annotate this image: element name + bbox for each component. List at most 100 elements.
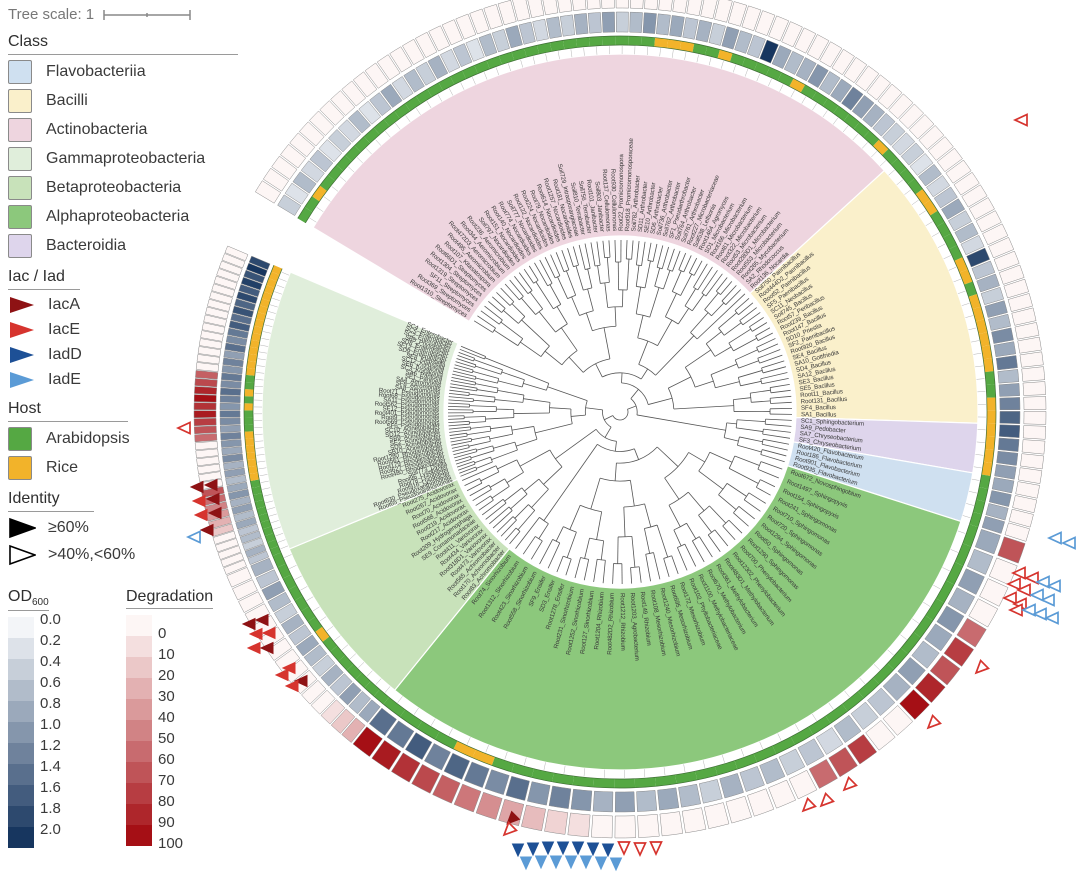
iacA-marker-filled xyxy=(241,617,256,631)
deg-bar-cell-20 xyxy=(126,657,152,678)
degradation-scale: Degradation 0 10 20 30 40 50 60 70 80 90 100 xyxy=(126,588,214,852)
class-wedges xyxy=(261,53,979,771)
legend-host-header: Host xyxy=(8,400,128,422)
class-swatch-Flavobacteriia xyxy=(8,60,32,84)
gene-markers xyxy=(175,113,1076,872)
legend-host-item-Arabidopsis: Arabidopsis xyxy=(8,427,238,451)
od600-title: OD600 xyxy=(8,588,49,612)
od-bar-cell-1.0 xyxy=(8,722,34,744)
iadE-marker-open xyxy=(185,530,201,544)
svg-text:SC1_Sphingobacterium: SC1_Sphingobacterium xyxy=(801,417,865,427)
degradation-ring xyxy=(193,0,1047,839)
legend-class-item-Actinobacteria: Actinobacteria xyxy=(8,118,238,142)
legend-panel: Tree scale: 1 Class Flavobacteriia Bacill… xyxy=(8,6,238,566)
deg-bar-tick-0: 0 xyxy=(158,625,167,642)
iadE-marker-open xyxy=(1043,611,1059,625)
iadD-marker-filled xyxy=(526,842,540,857)
deg-bar-ticks: 0 10 20 30 40 50 60 70 80 90 100 xyxy=(158,623,183,854)
class-swatch-Actinobacteria xyxy=(8,118,32,142)
iacE-marker-open xyxy=(175,421,191,435)
deg-bar-tick-90: 90 xyxy=(158,814,175,831)
svg-text:Root22_Promicromonospora: Root22_Promicromonospora xyxy=(618,154,625,231)
svg-text:SA8_Aeromonas: SA8_Aeromonas xyxy=(394,384,440,396)
gene-label-iacE: IacE xyxy=(48,321,81,338)
svg-text:Root137_Cellulomonas: Root137_Cellulomonas xyxy=(601,169,612,232)
svg-text:Root930_Cellulomonas: Root930_Cellulomonas xyxy=(609,169,618,232)
deg-bar-tick-30: 30 xyxy=(158,688,175,705)
od-bar-ticks: 0.0 0.2 0.4 0.6 0.8 1.0 1.2 1.4 1.6 1.8 2.0 xyxy=(40,609,61,840)
svg-text:Soil782_Arthrobacter: Soil782_Arthrobacter xyxy=(630,175,641,232)
svg-text:SF6_Pseudomonas: SF6_Pseudomonas xyxy=(386,420,439,430)
class-label-Gammaproteobacteria: Gammaproteobacteria xyxy=(46,150,206,167)
iadE-marker-filled xyxy=(564,855,578,870)
deg-bar-cell-60 xyxy=(126,741,152,762)
od-bar-cell-0.2 xyxy=(8,638,34,660)
legend-class-item-Flavobacteriia: Flavobacteriia xyxy=(8,60,238,84)
iacA-marker-filled xyxy=(293,674,308,688)
iacE-marker-open xyxy=(1007,603,1023,617)
iacE-marker-filled xyxy=(193,508,208,522)
legend-gene-item-iadD: IadD xyxy=(8,345,238,365)
iadE-marker-open xyxy=(1034,575,1050,589)
od-bar-cell-0.4 xyxy=(8,659,34,681)
class-label-Bacilli: Bacilli xyxy=(46,92,88,109)
iacA-marker-filled xyxy=(205,492,220,506)
od-bar-cell-1.2 xyxy=(8,743,34,765)
legend-class-item-Bacilli: Bacilli xyxy=(8,89,238,113)
host-ring xyxy=(243,35,997,789)
identity-label-0: ≥60% xyxy=(48,519,89,536)
iacA-marker-filled xyxy=(259,641,274,655)
gene-label-iadD: IadD xyxy=(48,346,82,363)
od-bar-cell-0.6 xyxy=(8,680,34,702)
class-label-Alphaproteobacteria: Alphaproteobacteria xyxy=(46,208,190,225)
legend-identity-item-0: ≥60% xyxy=(8,517,238,539)
svg-text:SE12_Pseudomonas: SE12_Pseudomonas xyxy=(382,405,439,413)
deg-bar-tick-50: 50 xyxy=(158,730,175,747)
iacE-marker-filled xyxy=(261,626,276,640)
iadE-marker-open xyxy=(1039,593,1055,607)
deg-bar-cell-30 xyxy=(126,678,152,699)
iacE-marker-open xyxy=(502,821,518,837)
od-bar-tick-0.0: 0.0 xyxy=(40,611,61,629)
legend-gene-item-iacA: IacA xyxy=(8,295,238,315)
dendrogram xyxy=(448,240,792,584)
deg-bar-cell-10 xyxy=(126,636,152,657)
iadE-marker-open xyxy=(1060,536,1076,550)
svg-text:Root401_Pseudomonas: Root401_Pseudomonas xyxy=(374,410,439,417)
iadE-marker-open xyxy=(1045,579,1061,593)
class-swatch-Bacilli xyxy=(8,89,32,113)
od-bar-tick-1.4: 1.4 xyxy=(40,758,61,776)
class-swatch-Bacteroidia xyxy=(8,234,32,258)
iadE-marker-filled xyxy=(534,855,548,870)
svg-text:Root9_Pseudomonas: Root9_Pseudomonas xyxy=(381,413,439,421)
deg-bar-cell-40 xyxy=(126,699,152,720)
od-bar-tick-2.0: 2.0 xyxy=(40,821,61,839)
svg-text:Root131_Bacillus: Root131_Bacillus xyxy=(801,396,848,406)
deg-bar-cell-100 xyxy=(126,825,152,846)
svg-text:SF4_Bacillus: SF4_Bacillus xyxy=(801,404,836,412)
iacA-marker-filled xyxy=(207,506,222,520)
legend-gene-item-iacE: IacE xyxy=(8,320,238,340)
svg-text:Root562_Pseudomonas: Root562_Pseudomonas xyxy=(375,401,440,410)
od-bar-cell-0.8 xyxy=(8,701,34,723)
iadD-marker-filled xyxy=(556,841,570,856)
tree-scale-label: Tree scale: 1 xyxy=(8,6,95,23)
iadD-marker-filled xyxy=(511,843,525,858)
deg-bar-cell-90 xyxy=(126,804,152,825)
legend-class-item-Bacteroidia: Bacteroidia xyxy=(8,234,238,258)
iacE-marker-filled xyxy=(246,641,261,655)
legend-identity-items: ≥60% >40%,<60% xyxy=(8,517,238,566)
iacA-triangle-icon xyxy=(10,297,34,313)
od-bar-tick-1.6: 1.6 xyxy=(40,779,61,797)
deg-bar-tick-80: 80 xyxy=(158,793,175,810)
iacE-marker-open xyxy=(633,842,647,858)
deg-bar-tick-70: 70 xyxy=(158,772,175,789)
deg-bar-tick-10: 10 xyxy=(158,646,175,663)
svg-text:Root11_Bacillus: Root11_Bacillus xyxy=(800,388,843,399)
class-wedge-Bacilli xyxy=(749,169,979,424)
iacA-marker-filled xyxy=(189,480,204,494)
degradation-title: Degradation xyxy=(126,588,214,609)
iadE-marker-filled xyxy=(594,856,608,871)
host-label-Rice: Rice xyxy=(46,459,79,476)
